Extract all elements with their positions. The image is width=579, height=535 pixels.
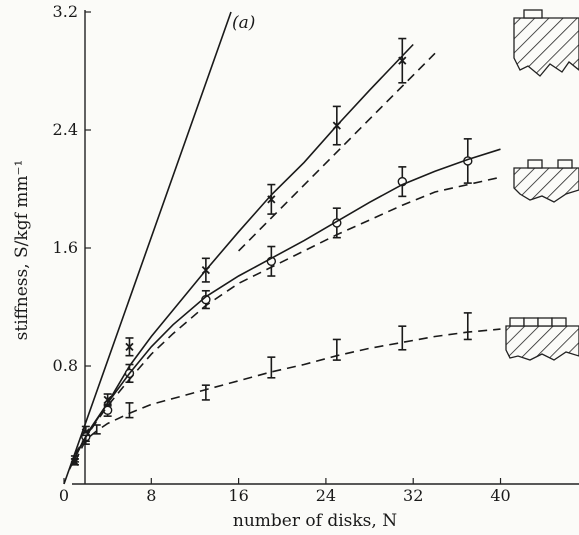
data-point <box>398 325 407 351</box>
x-tick-label: 32 <box>403 486 423 505</box>
y-tick-label: 1.6 <box>53 238 78 257</box>
data-point <box>201 384 210 401</box>
series-line-6 <box>74 176 501 455</box>
series-line-8 <box>74 328 501 463</box>
data-point <box>102 403 113 417</box>
y-axis-label: stiffness, S/kgf mm⁻¹ <box>12 160 32 341</box>
x-tick-label: 0 <box>59 486 69 505</box>
data-point <box>266 245 277 277</box>
series-line-5 <box>74 148 501 458</box>
y-tick-label: 2.4 <box>53 120 78 139</box>
x-tick-label: 24 <box>316 486 336 505</box>
x-tick-label: 16 <box>228 486 248 505</box>
x-tick-label: 8 <box>146 486 156 505</box>
data-point <box>125 402 134 419</box>
y-tick-label: 3.2 <box>53 2 78 21</box>
data-point <box>332 207 342 239</box>
data-point <box>332 338 341 361</box>
data-point <box>125 337 134 357</box>
ticks: 0 8 16 24 32 40 0.8 1.6 2.4 3.2 <box>53 2 511 505</box>
data-point <box>397 166 408 198</box>
disk-cross-section-icon-top <box>513 9 579 77</box>
x-axis-label: number of disks, N <box>233 511 397 531</box>
data-point <box>463 312 472 341</box>
data-point <box>267 356 276 379</box>
y-tick-label: 0.8 <box>53 356 78 375</box>
data-point <box>398 37 407 84</box>
marks <box>63 11 501 485</box>
panel-label: (a) <box>232 13 255 33</box>
data-point <box>267 183 276 215</box>
disk-cross-section-icon-bottom <box>505 317 579 361</box>
series-line-0 <box>63 11 232 485</box>
series-line-2 <box>68 43 414 470</box>
series-line-3 <box>238 52 436 252</box>
x-tick-label: 40 <box>490 486 510 505</box>
disk-cross-section-icon-middle <box>513 159 579 203</box>
